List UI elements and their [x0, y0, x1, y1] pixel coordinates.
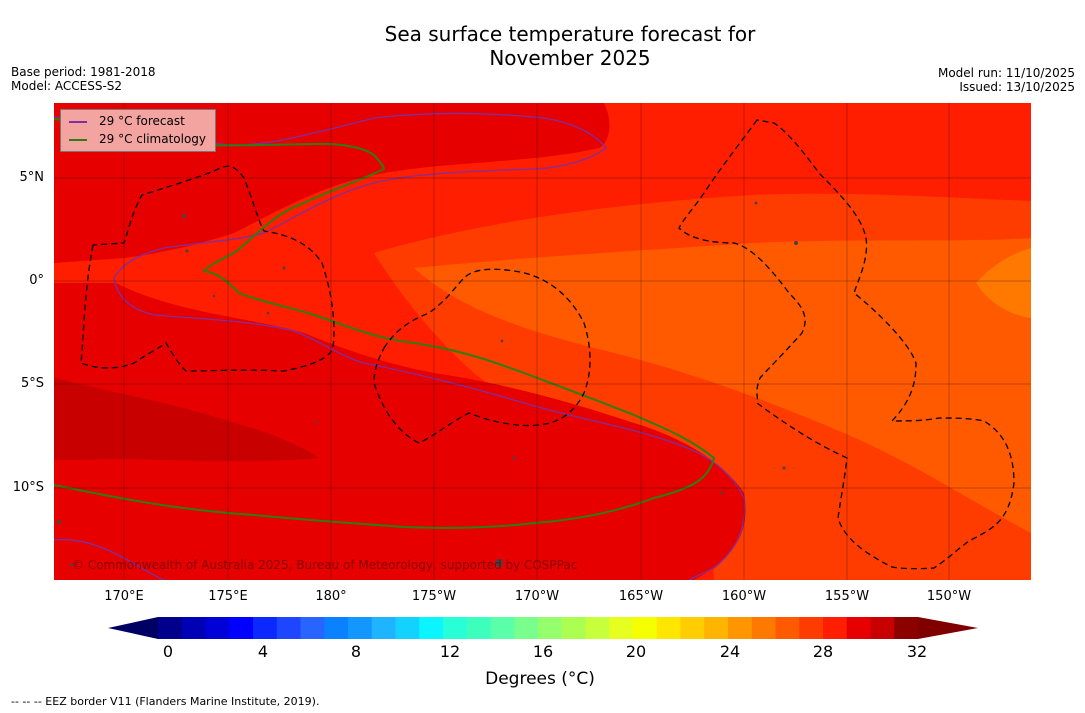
colorbar-cell — [253, 617, 278, 639]
cbar-tick-8: 8 — [350, 642, 362, 661]
graticule — [54, 103, 1031, 580]
colorbar-cell — [609, 617, 634, 639]
colorbar-cell — [561, 617, 586, 639]
colorbar-cell — [775, 617, 800, 639]
colorbar-cell — [229, 617, 254, 639]
lon-label-180: 180° — [315, 589, 347, 604]
lon-label-160w: 160°W — [721, 589, 767, 604]
credit-text: © Commonwealth of Australia 2025, Bureau… — [72, 558, 578, 572]
forecast-29-contour-south — [54, 538, 165, 580]
colorbar-cell — [585, 617, 610, 639]
cbar-tick-28: 28 — [812, 642, 834, 661]
lat-label-10s: 10°S — [12, 480, 44, 495]
cbar-tick-4: 4 — [257, 642, 269, 661]
title-line-1: Sea surface temperature forecast for — [384, 22, 756, 46]
cbar-tick-0: 0 — [162, 642, 174, 661]
lon-label-165w: 165°W — [618, 589, 664, 604]
chart-title: Sea surface temperature forecast for Nov… — [270, 22, 870, 70]
colorbar-cell — [538, 617, 563, 639]
band-26-27 — [414, 238, 1031, 533]
legend-climatology: 29 °C climatology — [69, 131, 206, 147]
colorbar-cell — [158, 617, 183, 639]
colorbar-cell — [443, 617, 468, 639]
colorbar-cell — [894, 617, 919, 639]
lon-label-170w: 170°W — [514, 589, 560, 604]
cbar-tick-16: 16 — [532, 642, 554, 661]
issued-date: Issued: 13/10/2025 — [959, 80, 1075, 94]
colorbar-cell — [205, 617, 230, 639]
forecast-29-contour — [54, 112, 746, 580]
model-name: Model: ACCESS-S2 — [11, 79, 123, 93]
band-25-26 — [976, 248, 1031, 318]
climatology-29-contour — [54, 118, 716, 529]
colorbar-cell — [870, 617, 895, 639]
colorbar-cell — [823, 617, 848, 639]
band-29-30-south — [54, 283, 746, 580]
colorbar-cell — [704, 617, 729, 639]
legend-forecast-label: 29 °C forecast — [99, 114, 185, 128]
colorbar-cell — [514, 617, 539, 639]
colorbar-cell — [466, 617, 491, 639]
colorbar-cell — [656, 617, 681, 639]
climatology-swatch — [69, 138, 87, 141]
model-run: Model run: 11/10/2025 — [937, 66, 1075, 80]
colorbar-cell — [371, 617, 396, 639]
eez-note: -- -- -- EEZ border V11 (Flanders Marine… — [11, 695, 320, 708]
lon-label-175e: 175°E — [208, 589, 248, 604]
cbar-tick-32: 32 — [906, 642, 928, 661]
lat-label-5s: 5°S — [20, 376, 44, 391]
islands — [57, 201, 798, 567]
band-30-31 — [54, 378, 319, 462]
lon-label-150w: 150°W — [926, 589, 972, 604]
colorbar-cell — [348, 617, 373, 639]
lat-label-5n: 5°N — [19, 170, 45, 185]
colorbar-cell — [395, 617, 420, 639]
cbar-tick-20: 20 — [625, 642, 647, 661]
cbar-tick-24: 24 — [719, 642, 741, 661]
colorbar-cell — [799, 617, 824, 639]
colorbar-cell — [300, 617, 325, 639]
colorbar-cell — [490, 617, 515, 639]
meta-right: Model run: 11/10/2025 Issued: 13/10/2025 — [938, 66, 1075, 94]
colorbar-cell — [728, 617, 753, 639]
lat-label-0: 0° — [29, 273, 44, 288]
colorbar-cell — [680, 617, 705, 639]
colorbar-cell — [324, 617, 349, 639]
colorbar-cell — [846, 617, 871, 639]
title-line-2: November 2025 — [489, 46, 651, 70]
colorbar-cell — [751, 617, 776, 639]
legend-climatology-label: 29 °C climatology — [99, 132, 207, 146]
colorbar — [108, 617, 978, 639]
forecast-swatch — [69, 120, 87, 123]
colorbar-label: Degrees (°C) — [485, 669, 595, 689]
eez-borders — [80, 119, 1015, 570]
colorbar-cell — [419, 617, 444, 639]
colorbar-under-arrow — [108, 617, 158, 639]
colorbar-cell — [276, 617, 301, 639]
colorbar-cell — [633, 617, 658, 639]
lon-label-170e: 170°E — [104, 589, 144, 604]
lon-label-155w: 155°W — [824, 589, 870, 604]
sst-map — [54, 103, 1031, 580]
colorbar-cell — [181, 617, 206, 639]
meta-left: Base period: 1981-2018 Model: ACCESS-S2 — [11, 65, 156, 93]
lon-label-175w: 175°W — [411, 589, 457, 604]
map-legend: 29 °C forecast 29 °C climatology — [60, 109, 216, 152]
legend-forecast: 29 °C forecast — [69, 113, 185, 129]
colorbar-over-arrow — [918, 617, 978, 639]
base-period: Base period: 1981-2018 — [11, 65, 156, 79]
cbar-tick-12: 12 — [439, 642, 461, 661]
